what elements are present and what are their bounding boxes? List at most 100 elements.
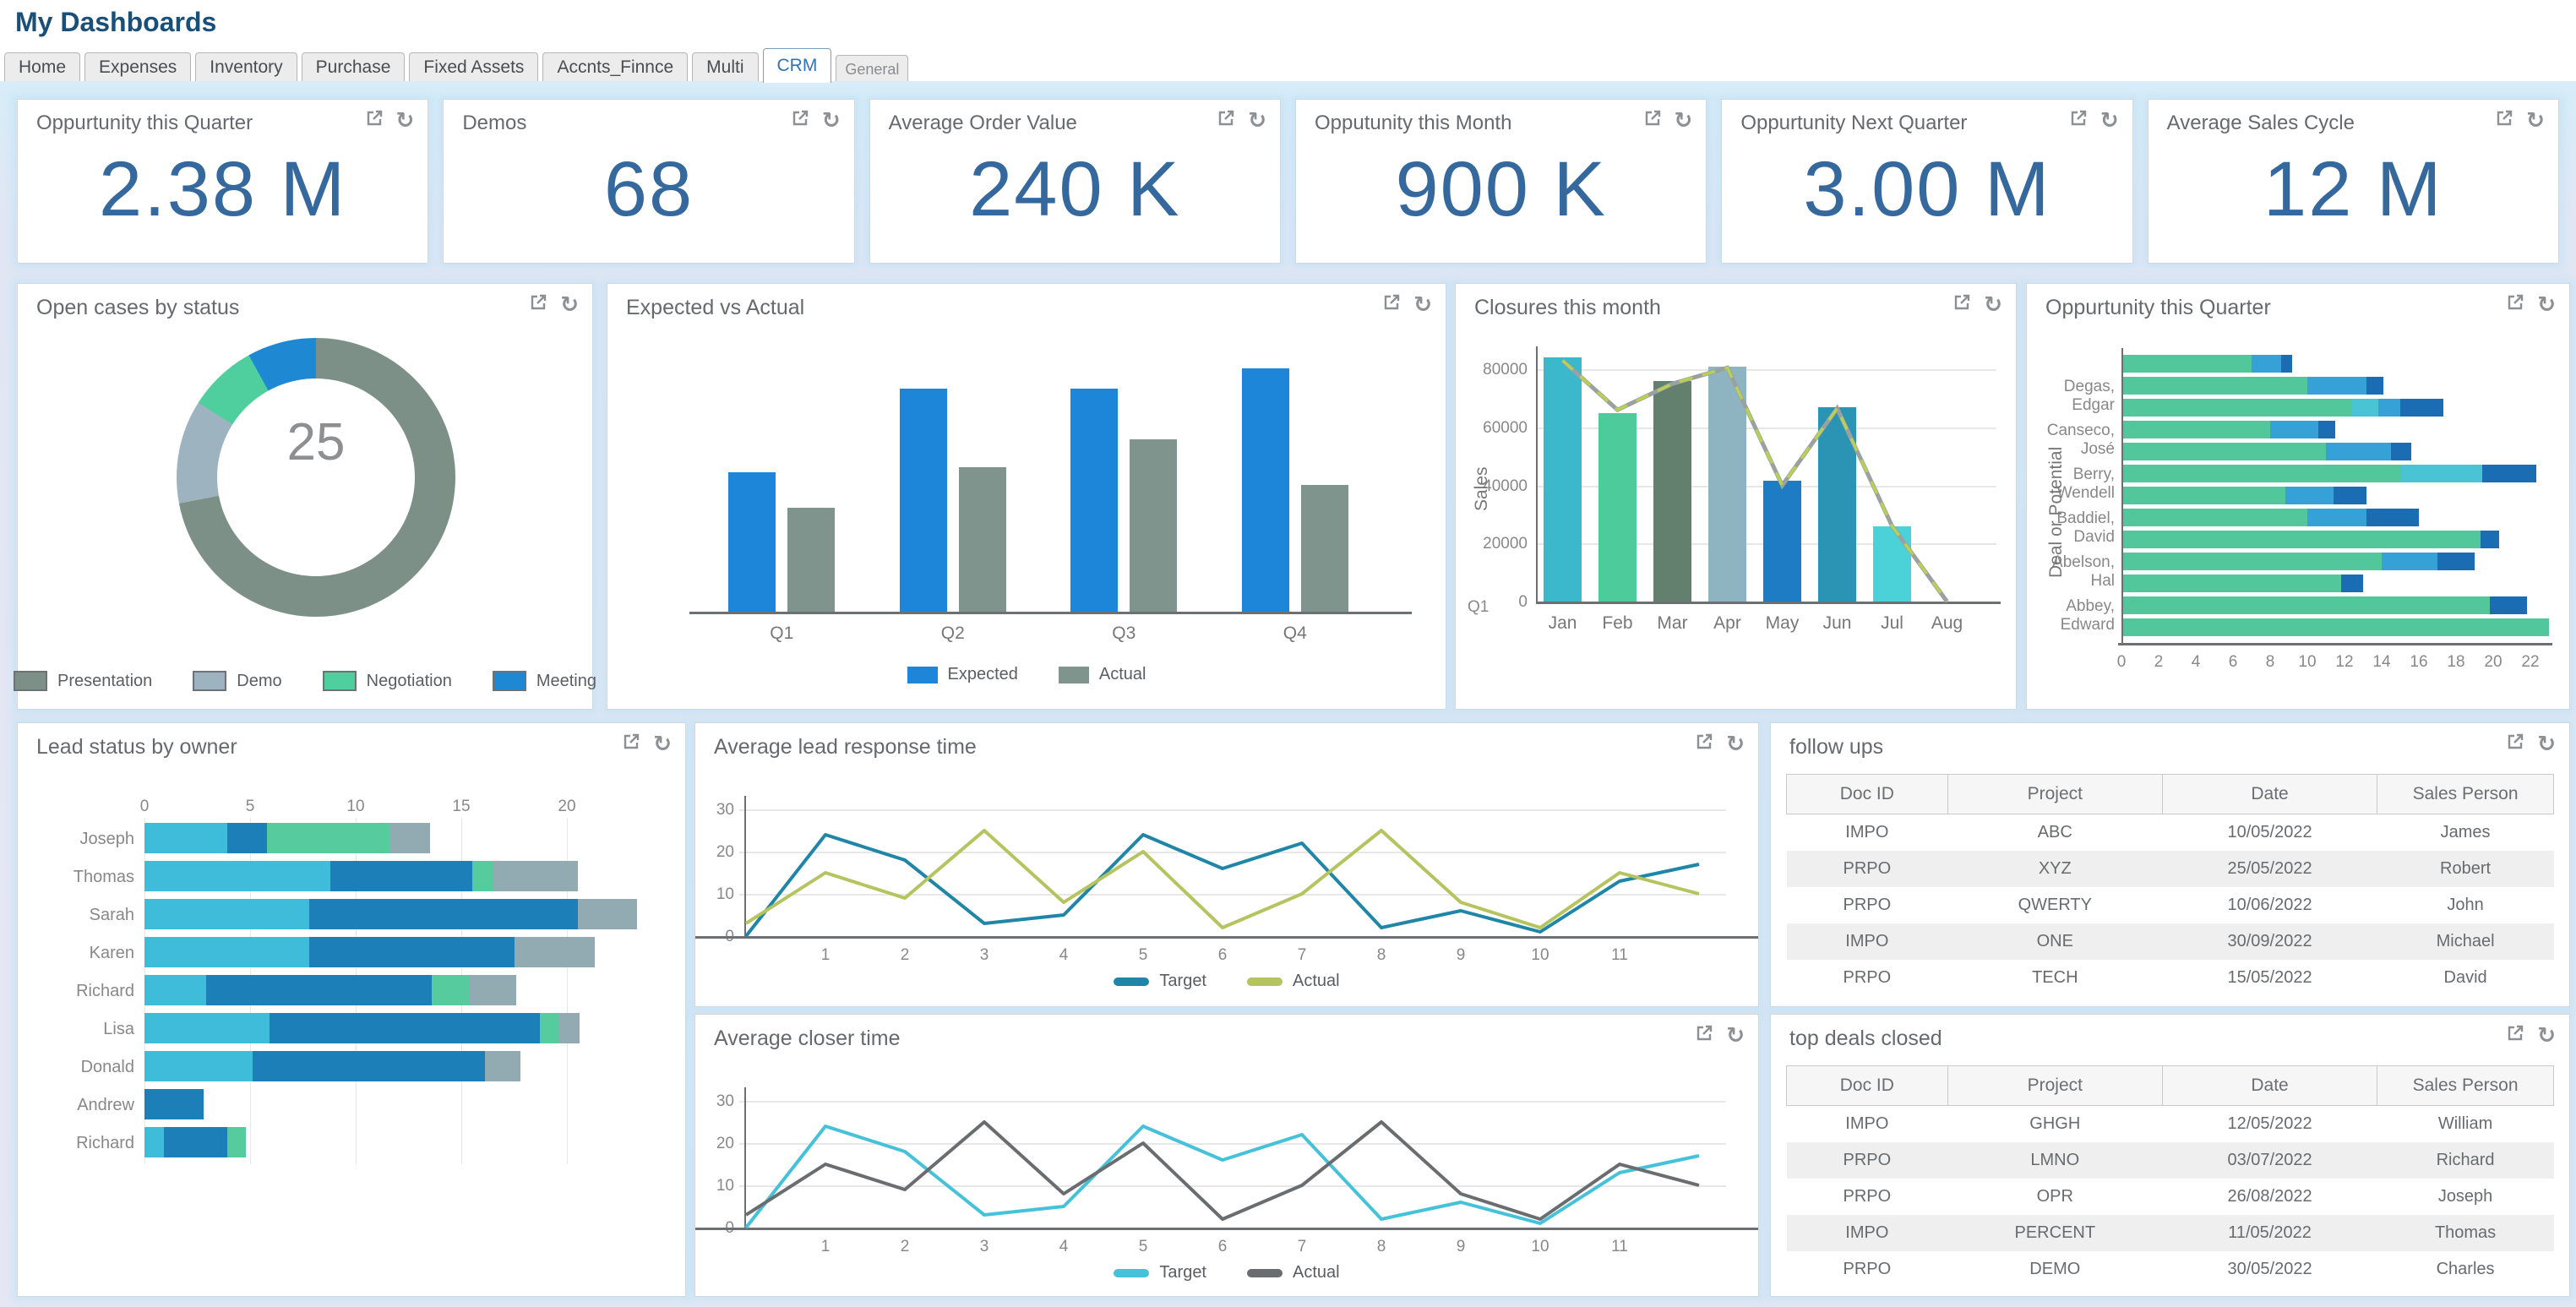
kpi-card: Average Order Value ↻ 240 K (869, 99, 1281, 264)
open-in-new-icon[interactable] (790, 108, 810, 133)
refresh-icon[interactable]: ↻ (1984, 291, 2002, 318)
tab-inventory[interactable]: Inventory (195, 52, 297, 83)
kpi-head: Oppurtunity this Quarter ↻ (18, 100, 428, 139)
open-in-new-icon[interactable] (1694, 1023, 1714, 1048)
table-cell: 11/05/2022 (2228, 1223, 2312, 1242)
bar-segment (470, 975, 516, 1005)
open-in-new-icon[interactable] (528, 292, 548, 317)
open-in-new-icon[interactable] (1642, 108, 1663, 133)
x-tick-label: 22 (2521, 653, 2540, 671)
open-in-new-icon[interactable] (1216, 108, 1236, 133)
x-tick-label: 3 (979, 946, 989, 964)
legend-item: Target (1114, 1263, 1206, 1282)
bar-segment (163, 1127, 227, 1157)
legend-item: Presentation (14, 671, 152, 691)
panel-opportunity-this-quarter: Oppurtunity this Quarter ↻ Degas, Edgar Ca… (2026, 283, 2570, 710)
refresh-icon[interactable]: ↻ (1248, 107, 1266, 133)
open-in-new-icon[interactable] (1381, 292, 1402, 317)
panel-expected-vs-actual: Expected vs Actual ↻ Q1 Q2 Q3 Q4 Expected Actu… (607, 283, 1446, 710)
table-cell: OPR (2036, 1187, 2073, 1206)
column-header: Doc ID (1786, 774, 1948, 814)
open-in-new-icon[interactable] (2505, 732, 2525, 756)
table-row: PRPO LMNO 03/07/2022 Richard (1786, 1142, 2554, 1179)
open-in-new-icon[interactable] (1694, 732, 1714, 756)
kpi-head: Demos ↻ (444, 100, 853, 139)
bar-actual (958, 467, 1006, 612)
open-in-new-icon[interactable] (2505, 292, 2525, 317)
refresh-icon[interactable]: ↻ (2537, 1022, 2556, 1048)
table-row: PRPO QWERTY 10/06/2022 John (1787, 887, 2554, 923)
kpi-value: 2.38 M (99, 146, 347, 232)
bar-segment (2480, 531, 2499, 548)
tab-multi[interactable]: Multi (692, 52, 759, 83)
refresh-icon[interactable]: ↻ (395, 107, 415, 133)
dashboard-area: Oppurtunity this Quarter ↻ 2.38 M Demos ↻ 68 A… (0, 81, 2576, 1307)
open-in-new-icon[interactable] (2068, 108, 2089, 133)
refresh-icon[interactable]: ↻ (1674, 107, 1693, 133)
table-cell: William (2437, 1114, 2493, 1133)
x-tick-label: Jun (1822, 613, 1852, 633)
kpi-row: Oppurtunity this Quarter ↻ 2.38 M Demos ↻ 68 A… (17, 99, 2559, 264)
refresh-icon[interactable]: ↻ (2526, 107, 2545, 133)
table-cell: 15/05/2022 (2227, 968, 2312, 987)
column-header: Project (1947, 1065, 2163, 1106)
bar-segment (2382, 553, 2437, 570)
table-row: IMPO ONE 30/09/2022 Michael (1786, 923, 2554, 960)
open-in-new-icon[interactable] (1952, 292, 1972, 317)
tab-purchase[interactable]: Purchase (301, 52, 406, 83)
column-header: Sales Person (2377, 774, 2554, 814)
grouped-bar-chart: Q1 Q2 Q3 Q4 Expected Actual (607, 323, 1446, 709)
open-in-new-icon[interactable] (2505, 1023, 2525, 1048)
tab-crm[interactable]: CRM (762, 48, 832, 83)
bar-actual (1300, 485, 1348, 612)
row-label: Canseco, José (2046, 422, 2115, 458)
x-tick-label: 4 (2191, 653, 2201, 671)
refresh-icon[interactable]: ↻ (1726, 1022, 1745, 1048)
refresh-icon[interactable]: ↻ (653, 731, 672, 757)
bar-segment (309, 937, 515, 967)
table-cell: 10/06/2022 (2227, 896, 2312, 914)
bar-segment (432, 975, 470, 1005)
refresh-icon[interactable]: ↻ (560, 291, 579, 318)
table-cell: 10/05/2022 (2227, 823, 2312, 841)
refresh-icon[interactable]: ↻ (1726, 731, 1745, 757)
bar-segment (493, 861, 578, 891)
tab-general[interactable]: General (836, 55, 909, 83)
open-in-new-icon[interactable] (2494, 108, 2514, 133)
gridline (1536, 427, 1996, 429)
line-chart: 01020301234567891011TargetActual (695, 1054, 1758, 1296)
bar-segment (2121, 399, 2352, 417)
legend-swatch (322, 671, 357, 691)
x-axis (2118, 643, 2552, 645)
bar-expected (899, 389, 947, 612)
donut-center-value: 25 (286, 413, 346, 471)
refresh-icon[interactable]: ↻ (2537, 731, 2556, 757)
panel-actions: ↻ (2493, 292, 2556, 317)
table-cell: IMPO (1845, 823, 1889, 841)
table-cell: IMPO (1845, 1223, 1889, 1242)
tab-fixed-assets[interactable]: Fixed Assets (409, 52, 539, 83)
x-tick-label: 9 (1456, 1238, 1466, 1255)
bar-segment (144, 899, 309, 929)
x-tick-label: 4 (1059, 946, 1069, 964)
tab-home[interactable]: Home (4, 52, 81, 83)
x-tick-label: 11 (1611, 1238, 1628, 1255)
legend-swatch (1114, 977, 1150, 986)
refresh-icon[interactable]: ↻ (2537, 291, 2556, 318)
tab-expenses[interactable]: Expenses (84, 52, 192, 83)
tab-accnts-finnce[interactable]: Accnts_Finnce (542, 52, 689, 83)
kpi-value: 68 (603, 146, 694, 232)
bar-feb (1598, 412, 1637, 602)
x-tick-label: 20 (2484, 653, 2502, 671)
table-cell: ONE (2036, 932, 2073, 950)
open-in-new-icon[interactable] (621, 732, 641, 756)
open-in-new-icon[interactable] (364, 108, 384, 133)
panel-title: Closures this month (1474, 296, 1661, 319)
refresh-icon[interactable]: ↻ (2099, 107, 2119, 133)
chart-legend: Target Actual (695, 1263, 1758, 1282)
bar-expected (728, 472, 776, 612)
panel-actions: ↻ (2493, 1023, 2556, 1048)
table-cell: PRPO (1843, 1260, 1892, 1278)
refresh-icon[interactable]: ↻ (1413, 291, 1432, 318)
refresh-icon[interactable]: ↻ (821, 107, 841, 133)
